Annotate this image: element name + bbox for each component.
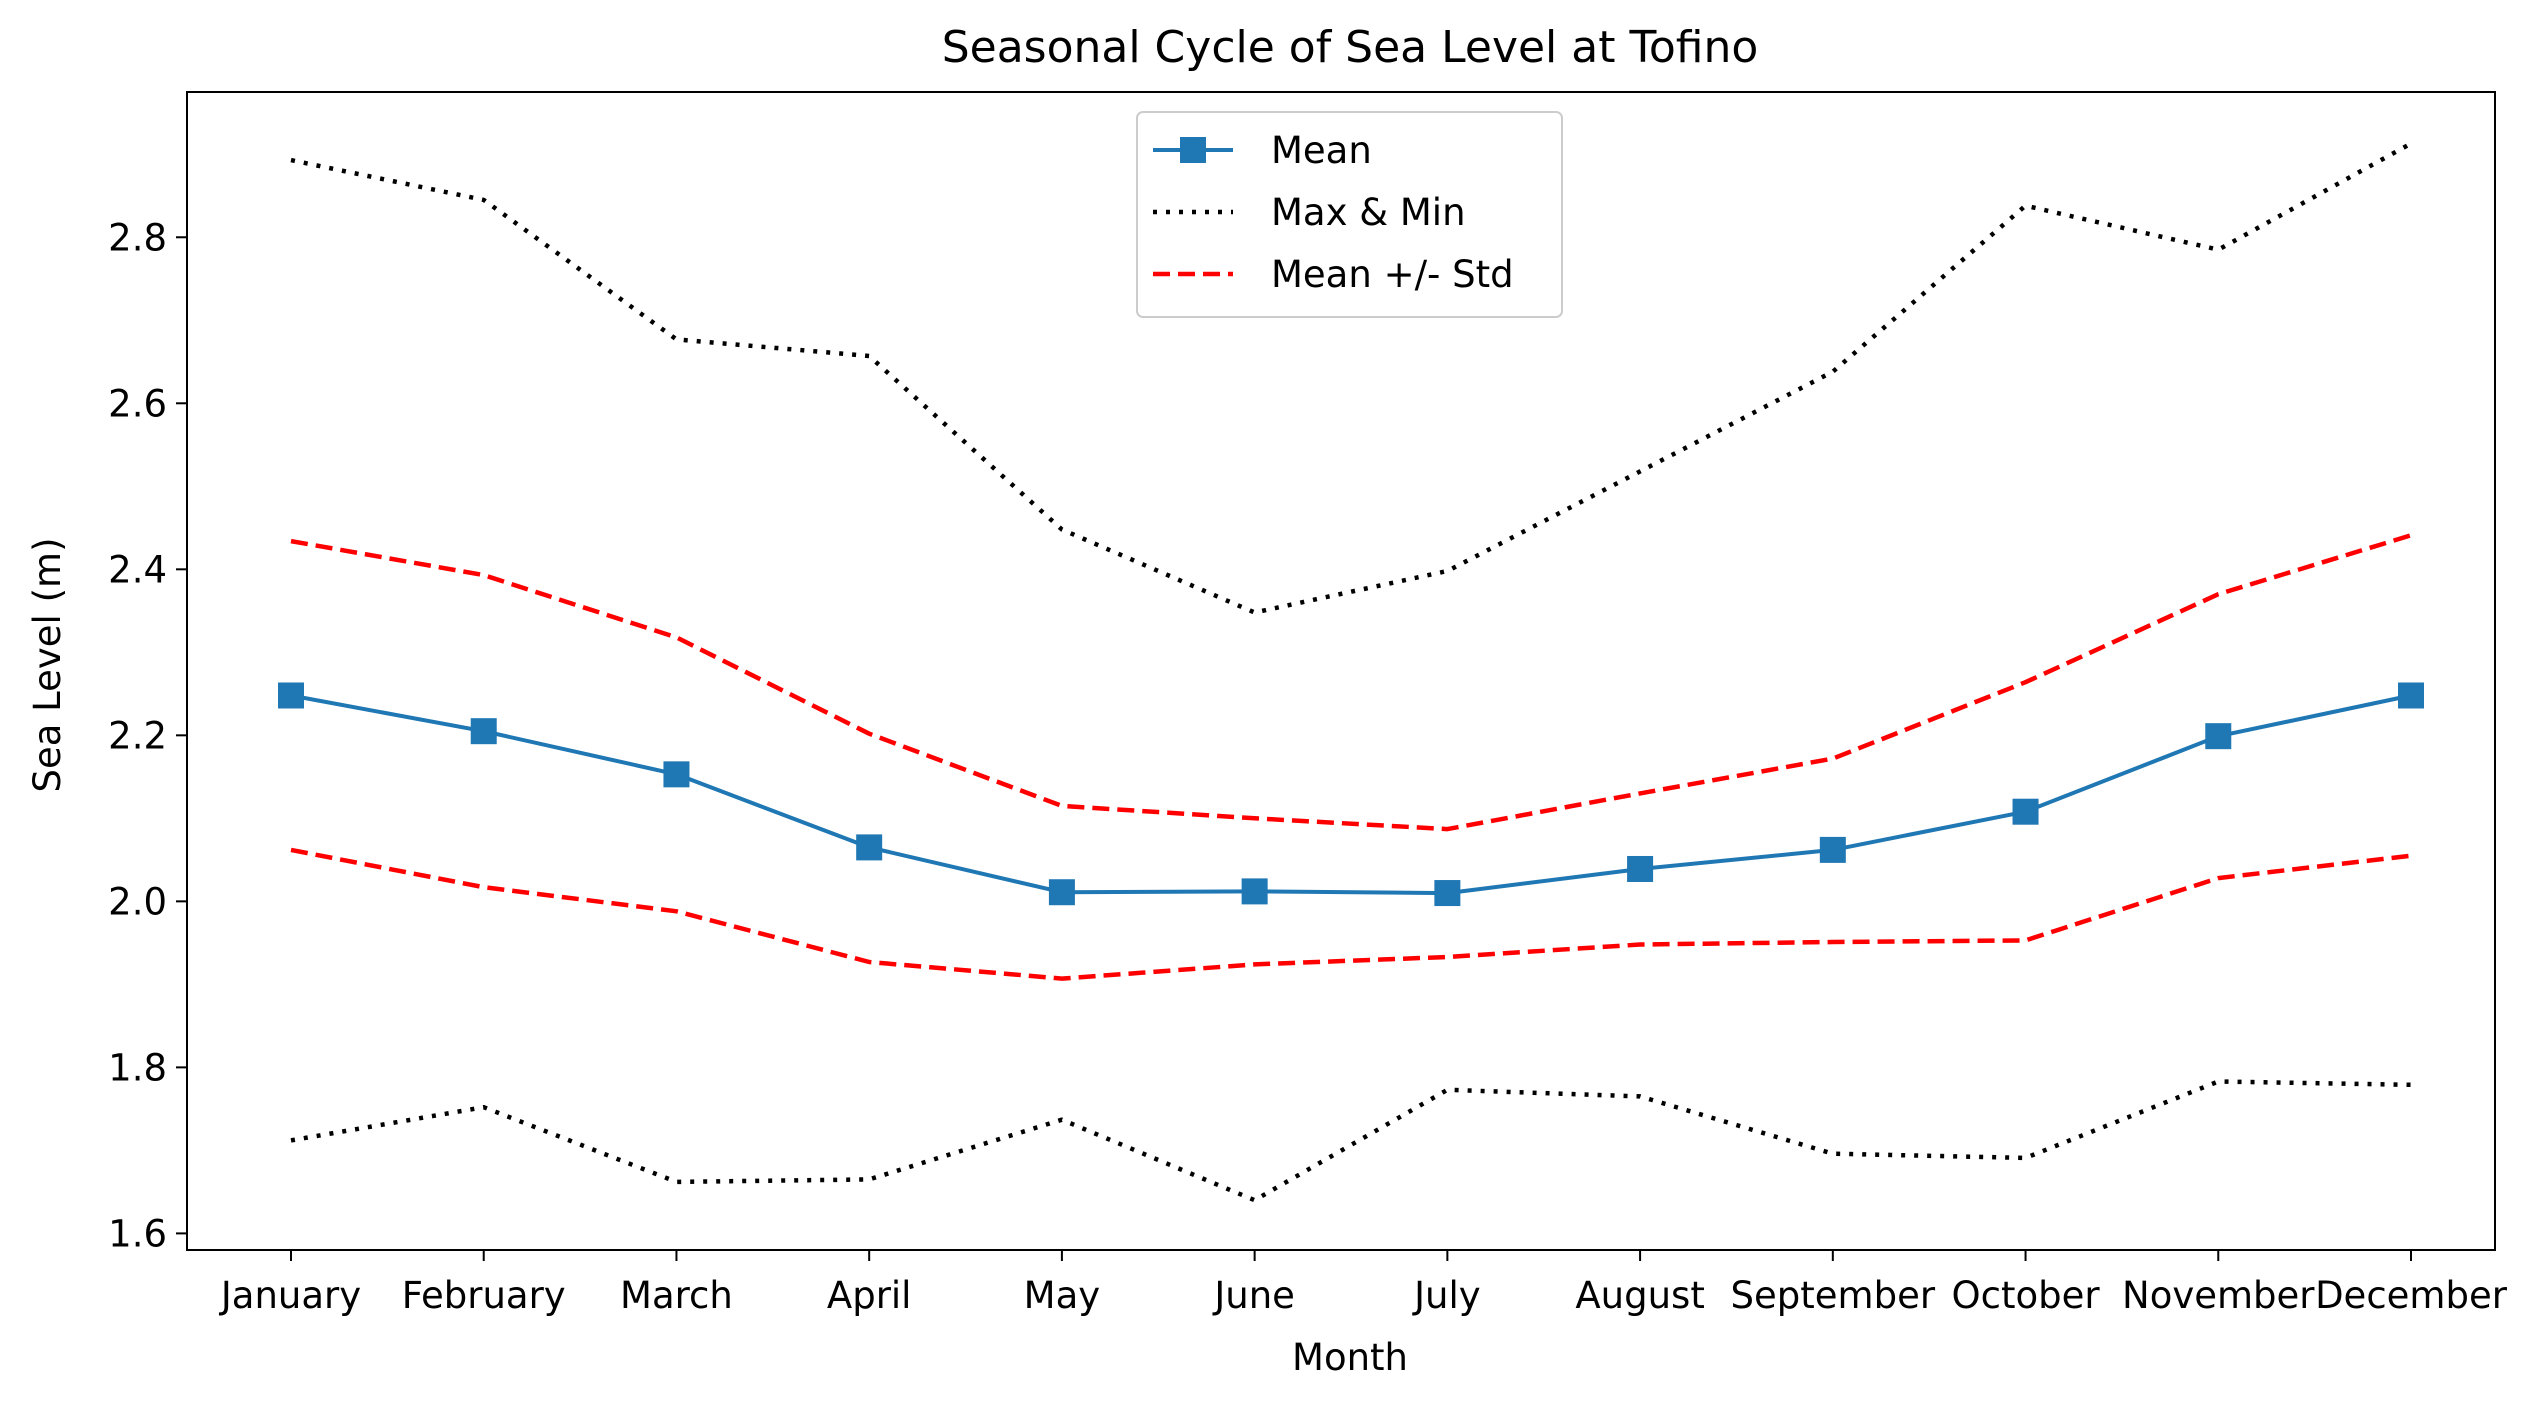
mean-marker — [856, 834, 883, 861]
y-tick-label: 2.6 — [108, 382, 167, 425]
x-tick-label: December — [2315, 1274, 2508, 1317]
mean-marker — [663, 761, 690, 788]
series-line-2 — [290, 1079, 2412, 1203]
mean-marker — [1434, 880, 1461, 907]
legend-label: Max & Min — [1271, 191, 1466, 234]
mean-marker — [1819, 836, 1846, 863]
y-tick-label: 2.0 — [108, 880, 167, 923]
x-tick-label: July — [1412, 1274, 1481, 1317]
x-tick-label: February — [402, 1274, 566, 1317]
mean-marker — [278, 682, 304, 709]
legend-label: Mean +/- Std — [1271, 253, 1514, 296]
y-tick-label: 1.6 — [108, 1212, 167, 1255]
series-layer — [278, 141, 2424, 1203]
legend-box — [1136, 111, 1563, 318]
mean-marker — [1627, 855, 1654, 882]
x-tick-label: November — [2122, 1274, 2315, 1317]
mean-marker — [2398, 682, 2424, 709]
y-axis-label: Sea Level (m) — [26, 537, 69, 792]
series-line-4 — [290, 847, 2412, 981]
series-line-1 — [290, 141, 2413, 615]
x-tick-label: October — [1952, 1274, 2101, 1317]
y-tick-label: 1.8 — [108, 1046, 167, 1089]
mean-marker — [1241, 878, 1268, 905]
x-tick-label: September — [1731, 1274, 1936, 1317]
series-line-0 — [290, 693, 2412, 896]
x-tick-label: August — [1575, 1274, 1704, 1317]
x-tick-label: April — [827, 1274, 912, 1317]
y-axis: 1.6 1.8 2.0 2.2 2.4 2.6 2.8 — [108, 216, 187, 1255]
x-tick-label: March — [620, 1274, 733, 1317]
y-tick-label: 2.2 — [108, 714, 167, 757]
mean-marker — [2205, 723, 2232, 750]
x-tick-label: May — [1024, 1274, 1101, 1317]
legend-marker — [1180, 137, 1206, 163]
plot-frame — [186, 91, 2496, 1251]
x-axis-label: Month — [1292, 1336, 1408, 1379]
x-axis: January February March April May June July Augu… — [219, 1250, 2508, 1317]
x-tick-label: June — [1212, 1274, 1295, 1317]
mean-marker — [1048, 879, 1075, 906]
y-tick-label: 2.8 — [108, 216, 167, 259]
series-line-3 — [290, 533, 2412, 832]
mean-marker — [470, 718, 497, 745]
chart-title: Seasonal Cycle of Sea Level at Tofino — [942, 22, 1759, 73]
x-tick-label: January — [219, 1274, 361, 1317]
y-tick-label: 2.4 — [108, 548, 167, 591]
legend-label: Mean — [1271, 129, 1372, 172]
legend: Mean Max & Min Mean +/- Std — [1136, 111, 1563, 318]
mean-marker — [2012, 798, 2039, 825]
